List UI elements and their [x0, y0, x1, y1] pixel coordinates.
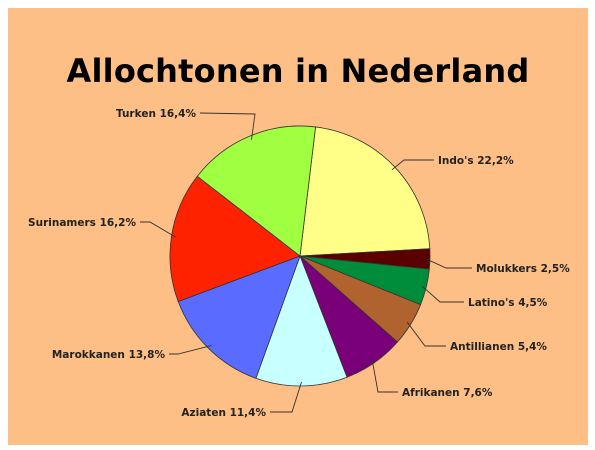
pie-slice-indo-s — [299, 126, 431, 257]
slice-label: Marokkanen 13,8% — [52, 349, 166, 361]
leader-line — [406, 321, 446, 347]
leader-line — [371, 359, 398, 393]
leader-line — [199, 112, 256, 140]
leader-line — [425, 258, 472, 269]
slice-label: Antillianen 5,4% — [450, 341, 547, 353]
slice-label: Molukkers 2,5% — [476, 263, 570, 275]
slice-label: Afrikanen 7,6% — [402, 387, 493, 399]
pie-slice-aziaten — [255, 254, 348, 387]
pie-slice-marokkanen — [177, 255, 301, 379]
slice-label: Turken 16,4% — [116, 108, 197, 120]
slice-label: Surinamers 16,2% — [28, 217, 136, 229]
slice-label: Latino's 4,5% — [468, 297, 548, 309]
pie-slice-surinamers — [169, 175, 301, 303]
leader-line — [422, 285, 464, 303]
pie-slice-turken — [196, 125, 317, 257]
slice-label: Indo's 22,2% — [438, 155, 514, 167]
leader-line — [270, 381, 302, 413]
chart-title: Allochtonen in Nederland — [66, 52, 530, 90]
pie-labels: Indo's 22,2% Molukkers 2,5% Latino's 4,5% A… — [28, 108, 570, 419]
slice-label: Aziaten 11,4% — [181, 407, 266, 419]
pie-slices — [169, 125, 431, 387]
leader-line — [169, 345, 212, 355]
leader-line — [140, 221, 176, 238]
leader-line — [391, 159, 434, 171]
